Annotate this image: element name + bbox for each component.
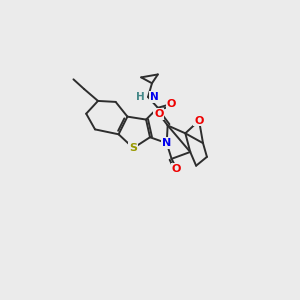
Text: N: N — [150, 92, 159, 102]
Text: H: H — [136, 92, 145, 102]
Text: O: O — [172, 164, 181, 174]
Text: O: O — [167, 99, 176, 109]
Text: N: N — [162, 138, 171, 148]
Text: S: S — [129, 143, 137, 153]
Text: O: O — [154, 109, 164, 119]
Text: O: O — [194, 116, 204, 126]
